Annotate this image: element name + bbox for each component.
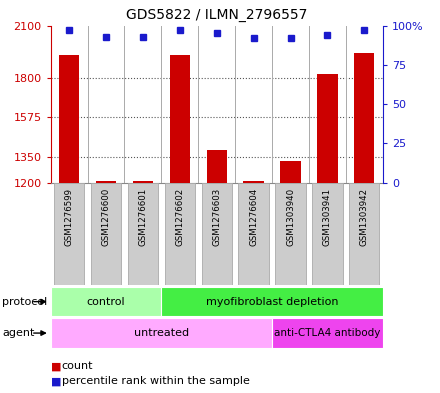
Bar [280,162,301,183]
Bar [96,181,116,183]
Bar [354,53,374,183]
Bar [202,183,232,285]
Bar [170,55,190,183]
Text: GSM1303940: GSM1303940 [286,188,295,246]
Text: GSM1303941: GSM1303941 [323,188,332,246]
Text: ■: ■ [51,361,61,371]
Text: GSM1276604: GSM1276604 [249,188,258,246]
Bar [243,181,264,183]
Text: GSM1303942: GSM1303942 [360,188,369,246]
Bar [54,183,84,285]
Bar [349,183,379,285]
Bar [51,318,272,348]
Text: GSM1276603: GSM1276603 [212,188,221,246]
Bar [51,287,161,316]
Bar [275,183,306,285]
Bar [59,55,79,183]
Text: anti-CTLA4 antibody: anti-CTLA4 antibody [274,328,381,338]
Text: percentile rank within the sample: percentile rank within the sample [62,376,249,386]
Bar [165,183,195,285]
Bar [91,183,121,285]
Title: GDS5822 / ILMN_2796557: GDS5822 / ILMN_2796557 [126,8,308,22]
Text: GSM1276600: GSM1276600 [102,188,110,246]
Bar [133,181,153,183]
Text: GSM1276599: GSM1276599 [65,188,73,246]
Text: control: control [87,297,125,307]
Text: GSM1276602: GSM1276602 [175,188,184,246]
Bar [312,183,343,285]
Bar [161,287,383,316]
Text: untreated: untreated [134,328,189,338]
Bar [317,74,337,183]
Text: count: count [62,361,93,371]
Bar [238,183,269,285]
Bar [206,150,227,183]
Text: myofibroblast depletion: myofibroblast depletion [206,297,338,307]
Bar [272,318,383,348]
Text: ■: ■ [51,376,61,386]
Text: GSM1276601: GSM1276601 [138,188,147,246]
Text: protocol: protocol [2,297,48,307]
Text: agent: agent [2,328,35,338]
Bar [128,183,158,285]
